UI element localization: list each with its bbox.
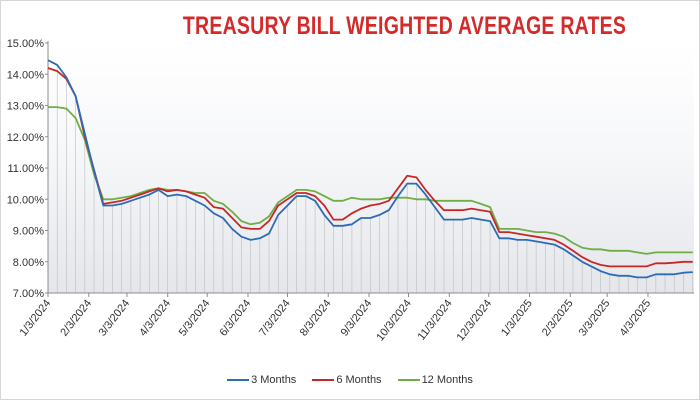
y-tick-label: 7.00%	[13, 288, 44, 300]
legend-label: 3 Months	[251, 374, 297, 386]
x-tick-label: 4/3/2024	[137, 297, 173, 338]
x-tick-label: 9/3/2024	[339, 297, 375, 338]
x-tick-label: 11/3/2024	[416, 297, 455, 342]
y-tick-label: 10.00%	[7, 194, 45, 206]
legend-label: 6 Months	[336, 374, 382, 386]
x-tick-label: 2/3/2024	[58, 297, 94, 338]
legend-item-12-months: 12 Months	[397, 374, 473, 386]
legend-item-3-months: 3 Months	[227, 374, 296, 386]
plot-area	[48, 43, 694, 293]
x-tick-label: 8/3/2024	[298, 297, 334, 338]
x-tick-label: 5/3/2024	[177, 297, 213, 338]
x-tick-label: 3/3/2024	[96, 297, 132, 338]
chart-legend: 3 Months 6 Months 12 Months	[0, 374, 700, 386]
legend-swatch	[397, 379, 420, 382]
series-line-3-months	[47, 59, 693, 279]
x-tick-label: 10/3/2024	[374, 297, 414, 343]
y-tick-label: 15.00%	[7, 38, 45, 50]
x-tick-label: 12/3/2024	[455, 297, 495, 343]
y-tick-label: 14.00%	[7, 69, 45, 81]
y-tick-label: 13.00%	[7, 101, 45, 113]
legend-swatch	[312, 379, 335, 382]
x-tick-label: 3/3/2025	[577, 297, 613, 338]
x-tick-label: 7/3/2024	[257, 297, 293, 338]
chart-title: TREASURY BILL WEIGHTED AVERAGE RATES	[182, 12, 627, 40]
y-tick-label: 8.00%	[13, 257, 44, 269]
y-tick-label: 12.00%	[7, 132, 45, 144]
legend-label: 12 Months	[421, 374, 473, 386]
x-tick-label: 1/3/2025	[499, 297, 535, 338]
legend-item-6-months: 6 Months	[312, 374, 382, 386]
legend-swatch	[227, 379, 250, 382]
x-tick-label: 4/3/2025	[617, 297, 653, 338]
x-tick-label: 2/3/2025	[540, 297, 576, 338]
series-line-6-months	[47, 67, 693, 268]
y-tick-label: 11.00%	[8, 163, 45, 175]
x-tick-label: 1/3/2024	[18, 297, 54, 338]
y-tick-label: 9.00%	[13, 226, 44, 238]
x-tick-label: 6/3/2024	[218, 297, 254, 338]
